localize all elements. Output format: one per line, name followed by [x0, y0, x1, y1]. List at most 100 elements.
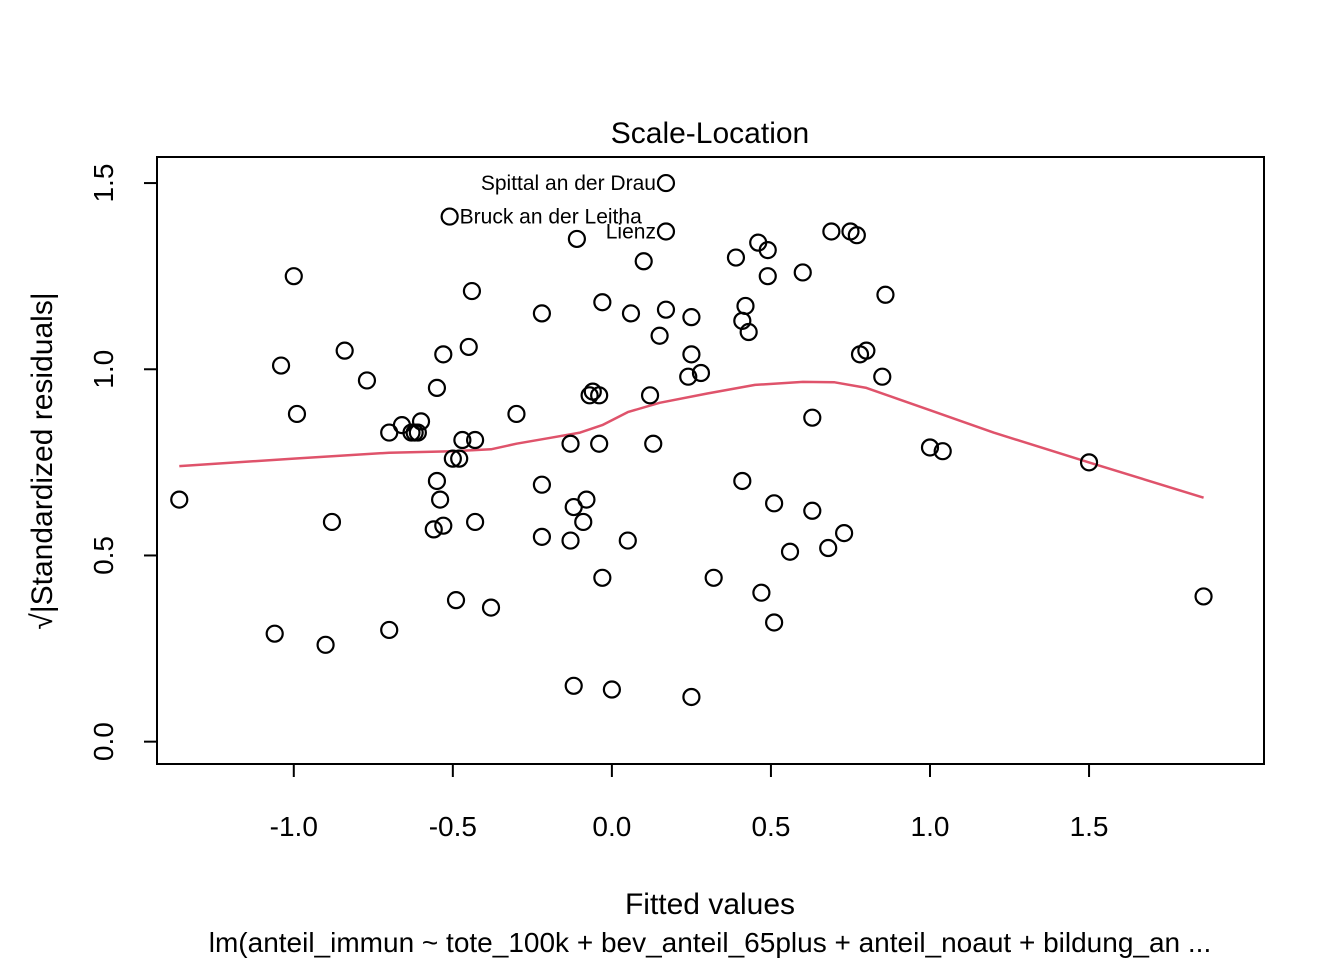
data-point	[265, 624, 284, 643]
data-point	[462, 281, 482, 301]
data-point	[822, 222, 841, 241]
data-point	[357, 371, 377, 390]
data-point	[532, 304, 552, 323]
outlier-label: Bruck an der Leitha	[460, 206, 642, 229]
data-point	[466, 430, 485, 450]
data-point	[793, 263, 812, 282]
lowess-smooth-layer	[179, 380, 1204, 499]
data-point	[424, 520, 443, 539]
data-point	[316, 635, 335, 654]
x-tick-label: 1.5	[1070, 811, 1109, 842]
data-point	[634, 252, 653, 271]
points-layer	[170, 173, 1213, 707]
data-point	[857, 341, 876, 360]
data-point	[736, 296, 755, 316]
data-point	[434, 516, 453, 535]
data-point	[593, 568, 612, 587]
x-tick-label: -0.5	[429, 811, 477, 842]
y-tick-label: 1.5	[88, 164, 119, 203]
data-point	[593, 293, 612, 312]
data-point	[532, 475, 552, 494]
data-point	[656, 173, 676, 193]
data-point	[335, 341, 354, 360]
x-axis: -1.0 -0.5 0.0 0.5 1.0 1.5	[270, 764, 1109, 842]
model-formula-subtitle: lm(anteil_immun ~ tote_100k + bev_anteil…	[209, 927, 1211, 958]
data-point	[459, 337, 478, 357]
data-point	[752, 583, 771, 602]
data-point	[704, 568, 723, 587]
data-point	[758, 267, 777, 286]
data-point	[739, 322, 758, 342]
data-point	[443, 449, 462, 468]
data-point	[408, 423, 427, 442]
data-point	[682, 345, 701, 364]
data-point	[618, 531, 637, 550]
data-point	[1194, 587, 1213, 606]
data-point	[803, 408, 822, 427]
x-axis-title: Fitted values	[625, 888, 795, 921]
data-point	[466, 512, 485, 532]
y-tick-label: 0.0	[88, 722, 119, 761]
data-point	[1079, 453, 1099, 472]
data-point	[580, 386, 599, 405]
data-point	[876, 285, 895, 304]
outlier-label: Lienz	[606, 220, 656, 243]
data-point	[271, 356, 291, 375]
data-point	[380, 620, 399, 640]
data-point	[650, 326, 669, 345]
data-point	[656, 222, 676, 241]
x-tick-label: -1.0	[270, 811, 318, 842]
x-tick-label: 0.5	[751, 811, 790, 842]
data-point	[803, 501, 822, 520]
data-point	[691, 363, 711, 383]
data-point	[561, 531, 580, 550]
data-point	[682, 687, 701, 707]
data-point	[287, 404, 307, 424]
data-point	[574, 512, 593, 532]
y-axis: 0.0 0.5 1.0 1.5	[88, 164, 157, 761]
data-point	[427, 471, 447, 491]
data-point	[507, 404, 526, 424]
data-point	[284, 267, 303, 286]
data-point	[170, 490, 189, 509]
data-point	[590, 434, 609, 453]
data-point	[564, 676, 583, 695]
data-point	[440, 207, 459, 226]
data-point	[431, 490, 450, 509]
data-point	[561, 434, 580, 453]
data-point	[780, 542, 800, 561]
data-point	[453, 430, 472, 450]
y-tick-label: 0.5	[88, 536, 119, 575]
data-point	[532, 527, 552, 546]
data-point	[679, 367, 698, 386]
data-point	[873, 367, 892, 386]
lowess-smooth-line	[179, 380, 1204, 499]
data-point	[322, 512, 342, 532]
outlier-label: Spittal an der Drau	[481, 172, 656, 195]
data-point	[847, 226, 866, 245]
data-point	[765, 613, 784, 632]
data-point	[446, 591, 466, 610]
data-point	[933, 442, 952, 461]
y-tick-label: 1.0	[88, 350, 119, 389]
data-point	[640, 386, 660, 405]
x-tick-label: 0.0	[592, 811, 631, 842]
data-point	[434, 345, 453, 364]
data-point	[577, 490, 596, 509]
data-point	[411, 412, 431, 431]
data-point	[819, 538, 838, 558]
data-point	[602, 680, 621, 699]
data-point	[656, 300, 676, 319]
data-point	[567, 229, 586, 249]
data-point	[621, 304, 641, 323]
data-point	[644, 434, 663, 453]
point-labels-layer: Spittal an der Drau Bruck an der LeithaLi…	[460, 172, 656, 243]
data-point	[835, 524, 854, 543]
data-point	[733, 471, 752, 491]
data-point	[758, 240, 777, 260]
data-point	[920, 438, 940, 457]
data-point	[726, 248, 746, 267]
data-point	[427, 378, 447, 397]
data-point	[481, 598, 501, 617]
